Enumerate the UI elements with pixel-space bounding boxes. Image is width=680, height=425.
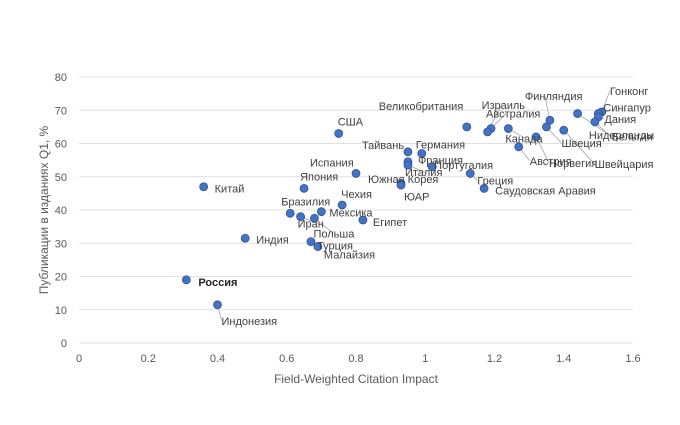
data-point (465, 169, 475, 178)
x-tick-label: 0.2 (141, 353, 156, 365)
y-tick-label: 60 (55, 139, 67, 151)
leader-line (563, 129, 596, 165)
point-label: Иран (298, 219, 324, 231)
data-point (403, 160, 413, 170)
data-point (181, 275, 191, 285)
data-point (590, 117, 600, 127)
y-tick-label: 10 (55, 305, 67, 317)
point-label: Сингапур (603, 103, 651, 115)
x-tick-label: 1.4 (556, 353, 571, 365)
point-label: Чехия (341, 189, 372, 201)
data-point (316, 207, 326, 217)
point-label: Южная Корея (368, 174, 438, 186)
data-point (396, 180, 406, 190)
point-label: Гонконг (610, 86, 649, 98)
data-point (417, 149, 427, 158)
data-point (199, 182, 209, 192)
point-label: Швейцария (595, 159, 654, 171)
point-label: Польша (313, 228, 355, 240)
point-label: Израиль (482, 100, 526, 112)
point-label: Португалия (434, 160, 493, 172)
data-point (514, 142, 524, 152)
x-tick-label: 1.6 (625, 353, 640, 365)
point-label: Нидерланды (589, 130, 654, 142)
data-point (296, 212, 306, 222)
point-label: Германия (416, 139, 465, 151)
leader-line (535, 136, 550, 164)
data-points (181, 107, 607, 310)
x-tick-label: 0.6 (279, 353, 294, 365)
point-label: Греция (477, 175, 513, 187)
x-axis-title: Field-Weighted Citation Impact (274, 372, 439, 386)
point-label: Япония (300, 171, 338, 183)
point-label: Канада (505, 134, 543, 146)
data-point (403, 147, 413, 157)
point-label: Саудовская Аравия (495, 185, 596, 197)
point-label: Швеция (561, 138, 601, 150)
data-point (310, 213, 319, 223)
point-label: Италия (405, 167, 443, 179)
y-tick-label: 20 (55, 272, 67, 284)
point-label: Великобритания (379, 101, 464, 113)
y-tick-label: 0 (61, 338, 67, 350)
point-label: Индонезия (222, 316, 278, 328)
data-point (213, 300, 222, 310)
x-tick-label: 1.2 (487, 353, 502, 365)
point-label: Китай (215, 184, 245, 196)
data-point (503, 124, 513, 133)
point-label: Египет (373, 217, 407, 229)
data-point (479, 183, 489, 193)
data-point (313, 242, 323, 251)
data-point (306, 237, 316, 246)
point-label: Австралия (486, 109, 540, 121)
point-label: Мексика (329, 208, 373, 220)
y-tick-label: 50 (55, 172, 67, 184)
y-tick-label: 80 (55, 72, 67, 84)
point-label: ЮАР (404, 191, 429, 203)
data-point (240, 233, 250, 243)
point-label: Дания (604, 114, 636, 126)
y-tick-label: 70 (55, 105, 67, 117)
x-tick-label: 0.8 (348, 353, 363, 365)
point-label: Тайвань (362, 140, 404, 152)
data-point (573, 109, 582, 118)
point-label: Бразилия (281, 196, 330, 208)
x-tick-label: 0 (76, 353, 82, 365)
data-point (462, 122, 472, 132)
y-tick-label: 30 (55, 238, 67, 250)
point-label: Норвегия (549, 158, 597, 170)
label-leader-lines (217, 90, 612, 321)
point-label: Испания (310, 157, 354, 169)
point-label: Финляндия (525, 91, 583, 103)
y-axis-title: Публикации в изданиях Q1, % (37, 125, 51, 294)
data-point (285, 208, 295, 218)
x-tick-label: 1 (422, 353, 428, 365)
data-point (559, 125, 569, 135)
data-point (334, 129, 344, 138)
point-label: Россия (198, 277, 237, 289)
point-label: Индия (256, 234, 289, 246)
data-point (351, 169, 361, 178)
point-label: США (338, 117, 364, 129)
data-point (299, 183, 309, 193)
data-point (542, 122, 551, 132)
x-tick-labels: 0 0.2 0.4 0.6 0.8 1 1.2 1.4 1.6 (76, 353, 641, 365)
y-tick-label: 40 (55, 205, 67, 217)
y-tick-labels: 0 10 20 30 40 50 60 70 80 (55, 72, 67, 350)
data-point (427, 162, 437, 172)
point-label: Австрия (530, 156, 572, 168)
point-label: Малайзия (324, 250, 375, 262)
x-tick-label: 0.4 (210, 353, 225, 365)
data-point (531, 132, 541, 142)
data-point (358, 215, 368, 225)
point-label: Турция (317, 241, 353, 253)
point-label: Франция (418, 155, 463, 167)
data-point (337, 200, 347, 210)
data-point (483, 127, 492, 137)
point-label: Бельгия (612, 132, 653, 144)
